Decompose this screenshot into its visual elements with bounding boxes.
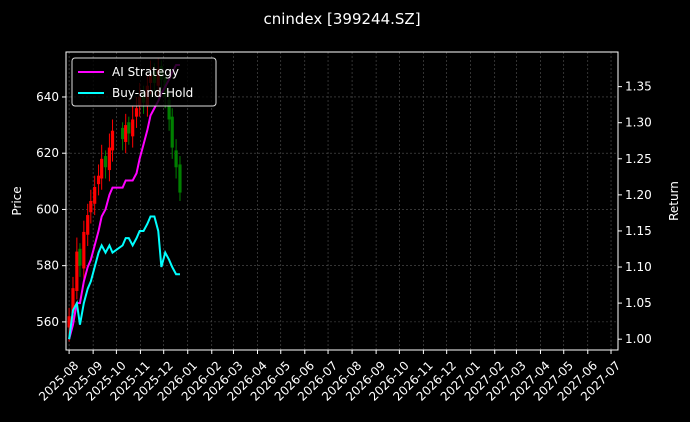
- candle-body: [78, 248, 82, 266]
- y2-tick-label: 1.15: [625, 224, 652, 238]
- candle-body: [89, 201, 93, 213]
- y2-tick-label: 1.25: [625, 152, 652, 166]
- candle-body: [120, 127, 125, 140]
- y2-tick-label: 1.35: [625, 80, 652, 94]
- candle-body: [86, 215, 90, 235]
- candle-body: [82, 231, 86, 269]
- candle-body: [71, 288, 75, 314]
- line-series: [68, 215, 180, 340]
- y2-tick-label: 1.10: [625, 260, 652, 274]
- y-axis-label: Price: [10, 186, 24, 215]
- chart-title: cnindex [399244.SZ]: [263, 10, 420, 28]
- legend-label: AI Strategy: [112, 65, 179, 79]
- candle-body: [110, 130, 115, 151]
- candle-body: [107, 147, 112, 171]
- y-tick-label: 580: [36, 259, 59, 273]
- y-tick-label: 620: [36, 146, 59, 160]
- legend-label: Buy-and-Hold: [112, 86, 193, 100]
- y-tick-label: 560: [36, 315, 59, 329]
- y2-tick-label: 1.30: [625, 116, 652, 130]
- candle-body: [103, 156, 108, 168]
- candle-body: [67, 316, 71, 328]
- candle-body: [167, 99, 171, 120]
- candle-body: [100, 158, 104, 179]
- y-tick-label: 640: [36, 90, 59, 104]
- y2-tick-label: 1.00: [625, 332, 652, 346]
- candle-body: [134, 108, 139, 117]
- legend-box: [71, 57, 217, 107]
- plot-frame: [65, 51, 619, 351]
- candle-body: [96, 175, 101, 185]
- candle-body: [178, 164, 182, 193]
- candle-body: [127, 122, 131, 134]
- candle-body: [75, 251, 79, 291]
- candle-body: [131, 119, 135, 137]
- candle-body: [170, 116, 174, 148]
- y2-axis-label: Return: [667, 181, 681, 221]
- y2-tick-label: 1.05: [625, 296, 652, 310]
- y2-tick-label: 1.20: [625, 188, 652, 202]
- candle-body: [124, 125, 128, 142]
- candle-body: [93, 186, 97, 204]
- candle-body: [174, 150, 178, 168]
- y-tick-label: 600: [36, 202, 59, 216]
